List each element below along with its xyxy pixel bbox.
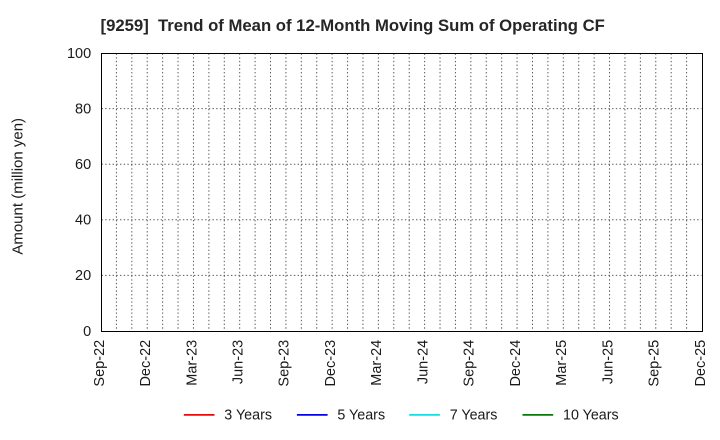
svg-text:Jun-25: Jun-25 [600,340,616,384]
svg-text:Dec-24: Dec-24 [508,340,524,387]
svg-text:7 Years: 7 Years [450,408,498,424]
svg-text:0: 0 [83,324,91,340]
svg-text:Dec-22: Dec-22 [138,340,154,387]
svg-text:Sep-22: Sep-22 [92,340,108,387]
svg-text:Sep-24: Sep-24 [462,340,478,387]
svg-text:80: 80 [75,101,91,117]
svg-text:60: 60 [75,157,91,173]
svg-text:Amount (million yen): Amount (million yen) [10,118,27,255]
svg-text:Mar-24: Mar-24 [369,340,385,386]
svg-text:20: 20 [75,268,91,284]
svg-text:Dec-25: Dec-25 [693,340,709,387]
svg-text:[9259] Trend of Mean of 12-Mo: [9259] Trend of Mean of 12-Month Moving … [101,16,605,35]
svg-text:3 Years: 3 Years [224,408,272,424]
svg-text:40: 40 [75,213,91,229]
svg-text:Sep-23: Sep-23 [277,340,293,387]
svg-text:Jun-24: Jun-24 [415,340,431,384]
svg-text:Jun-23: Jun-23 [230,340,246,384]
svg-text:Dec-23: Dec-23 [323,340,339,387]
svg-text:Mar-23: Mar-23 [184,340,200,386]
svg-text:10 Years: 10 Years [563,408,619,424]
svg-text:5 Years: 5 Years [337,408,385,424]
svg-text:Mar-25: Mar-25 [554,340,570,386]
svg-text:100: 100 [67,46,91,62]
svg-text:Sep-25: Sep-25 [647,340,663,387]
